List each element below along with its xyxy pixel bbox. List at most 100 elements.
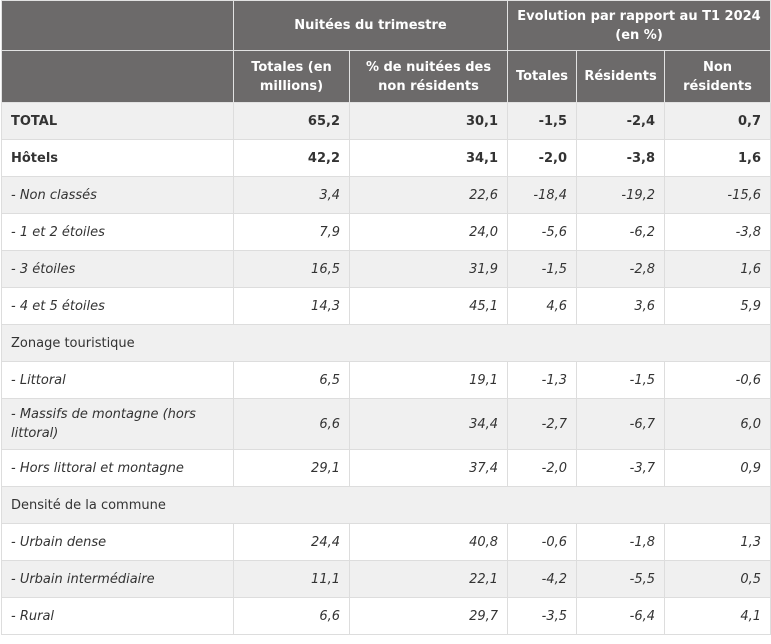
- cell-value: -1,3: [507, 361, 578, 399]
- row-label: Hôtels: [1, 139, 234, 177]
- cell-value: 5,9: [664, 287, 771, 325]
- table-row: TOTAL 65,2 30,1 -1,5 -2,4 0,7: [1, 102, 771, 140]
- cell-value: -6,2: [576, 213, 666, 251]
- row-label: - Urbain intermédiaire: [1, 560, 234, 598]
- cell-value: 0,5: [664, 560, 771, 598]
- cell-value: -5,5: [576, 560, 666, 598]
- cell-value: -1,8: [576, 523, 666, 561]
- row-label: - Rural: [1, 597, 234, 635]
- table-header: Nuitées du trimestre Evolution par rappo…: [1, 0, 771, 103]
- row-label: - Massifs de montagne (hors littoral): [1, 398, 234, 450]
- section-label: Densité de la commune: [0, 486, 771, 524]
- row-label: - Non classés: [1, 176, 234, 214]
- cell-value: -1,5: [507, 250, 578, 288]
- table-row: - Urbain dense 24,4 40,8 -0,6 -1,8 1,3: [1, 523, 771, 561]
- row-label: - 3 étoiles: [1, 250, 234, 288]
- section-row: Densité de la commune: [0, 486, 771, 524]
- cell-value: -2,8: [576, 250, 666, 288]
- cell-value: 30,1: [348, 102, 509, 140]
- header-col-evol-totales: Totales: [507, 50, 578, 103]
- cell-value: -4,2: [507, 560, 578, 598]
- cell-value: 29,7: [348, 597, 509, 635]
- table-row: - Non classés 3,4 22,6 -18,4 -19,2 -15,6: [1, 176, 771, 214]
- cell-value: 22,1: [348, 560, 509, 598]
- cell-value: 45,1: [348, 287, 509, 325]
- cell-value: 22,6: [348, 176, 509, 214]
- cell-value: 4,6: [507, 287, 578, 325]
- row-label: TOTAL: [1, 102, 234, 140]
- cell-value: -15,6: [664, 176, 771, 214]
- header-col-totales-millions: Totales (en millions): [233, 50, 350, 103]
- header-corner: [1, 0, 234, 51]
- cell-value: 1,6: [664, 250, 771, 288]
- table-row: - Massifs de montagne (hors littoral) 6,6…: [1, 398, 771, 450]
- cell-value: 6,6: [233, 597, 350, 635]
- header-col-pct-non-residents: % de nuitées des non résidents: [348, 50, 509, 103]
- cell-value: 6,5: [233, 361, 350, 399]
- table-row: - Hors littoral et montagne 29,1 37,4 -2,0-…: [1, 449, 771, 487]
- cell-value: 34,1: [348, 139, 509, 177]
- cell-value: 11,1: [233, 560, 350, 598]
- cell-value: -1,5: [507, 102, 578, 140]
- table-row: - 4 et 5 étoiles 14,3 45,1 4,6 3,6 5,9: [1, 287, 771, 325]
- table-row: - Rural 6,6 29,7 -3,5 -6,4 4,1: [1, 597, 771, 635]
- cell-value: -2,7: [507, 398, 578, 450]
- cell-value: 4,1: [664, 597, 771, 635]
- cell-value: 31,9: [348, 250, 509, 288]
- section-row: Zonage touristique: [0, 324, 771, 362]
- table-row: - Littoral 6,5 19,1 -1,3 -1,5 -0,6: [1, 361, 771, 399]
- cell-value: -3,8: [576, 139, 666, 177]
- table-row: - Urbain intermédiaire 11,1 22,1 -4,2 -5,5 0,…: [1, 560, 771, 598]
- cell-value: -3,7: [576, 449, 666, 487]
- cell-value: 34,4: [348, 398, 509, 450]
- cell-value: -1,5: [576, 361, 666, 399]
- cell-value: -0,6: [507, 523, 578, 561]
- cell-value: 7,9: [233, 213, 350, 251]
- cell-value: -0,6: [664, 361, 771, 399]
- cell-value: -2,4: [576, 102, 666, 140]
- cell-value: 24,0: [348, 213, 509, 251]
- table-row: Hôtels 42,2 34,1 -2,0 -3,8 1,6: [1, 139, 771, 177]
- cell-value: -18,4: [507, 176, 578, 214]
- table-row: - 3 étoiles 16,5 31,9 -1,5 -2,8 1,6: [1, 250, 771, 288]
- cell-value: 14,3: [233, 287, 350, 325]
- cell-value: 1,6: [664, 139, 771, 177]
- cell-value: 16,5: [233, 250, 350, 288]
- cell-value: -5,6: [507, 213, 578, 251]
- cell-value: 1,3: [664, 523, 771, 561]
- cell-value: 37,4: [348, 449, 509, 487]
- cell-value: 3,4: [233, 176, 350, 214]
- section-label: Zonage touristique: [0, 324, 771, 362]
- header-row-columns: Totales (en millions) % de nuitées des n…: [1, 50, 771, 103]
- row-label: - Hors littoral et montagne: [1, 449, 234, 487]
- table-row: - 1 et 2 étoiles 7,9 24,0 -5,6 -6,2 -3,8: [1, 213, 771, 251]
- cell-value: -6,4: [576, 597, 666, 635]
- cell-value: -2,0: [507, 449, 578, 487]
- cell-value: 19,1: [348, 361, 509, 399]
- row-label: - Littoral: [1, 361, 234, 399]
- row-label: - 4 et 5 étoiles: [1, 287, 234, 325]
- row-label: - 1 et 2 étoiles: [1, 213, 234, 251]
- header-group-evolution: Evolution par rapport au T1 2024 (en %): [507, 0, 771, 51]
- cell-value: 6,0: [664, 398, 771, 450]
- cell-value: 0,7: [664, 102, 771, 140]
- cell-value: 40,8: [348, 523, 509, 561]
- cell-value: 0,9: [664, 449, 771, 487]
- cell-value: -19,2: [576, 176, 666, 214]
- header-group-nuitees: Nuitées du trimestre: [232, 0, 509, 51]
- cell-value: 24,4: [233, 523, 350, 561]
- header-col-evol-residents: Résidents: [576, 50, 666, 103]
- table-body: TOTAL 65,2 30,1 -1,5 -2,4 0,7 Hôtels 42,2 34,1 -2…: [0, 102, 771, 635]
- cell-value: 6,6: [233, 398, 350, 450]
- header-corner-2: [1, 50, 234, 103]
- cell-value: 65,2: [233, 102, 350, 140]
- cell-value: -3,5: [507, 597, 578, 635]
- cell-value: -6,7: [576, 398, 666, 450]
- cell-value: -3,8: [664, 213, 771, 251]
- header-col-evol-non-residents: Non résidents: [664, 50, 771, 103]
- cell-value: 42,2: [233, 139, 350, 177]
- header-row-groups: Nuitées du trimestre Evolution par rappo…: [1, 0, 771, 51]
- cell-value: -2,0: [507, 139, 578, 177]
- cell-value: 3,6: [576, 287, 666, 325]
